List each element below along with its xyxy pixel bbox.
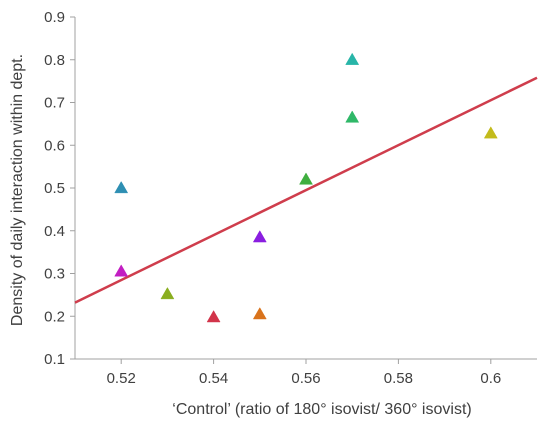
x-axis-title: ‘Control’ (ratio of 180° isovist/ 360° i… — [172, 401, 471, 418]
data-point-triangle — [114, 180, 129, 194]
fit-line — [74, 76, 538, 304]
data-point-triangle — [483, 126, 498, 139]
x-tick-label: 0.58 — [384, 370, 413, 387]
data-point-triangle — [160, 287, 175, 300]
y-tick-label: 0.3 — [44, 266, 65, 283]
data-point-triangle — [114, 264, 129, 277]
y-tick-label: 0.4 — [44, 223, 65, 240]
y-tick-label: 0.8 — [44, 52, 65, 69]
x-tick-label: 0.56 — [291, 370, 320, 387]
data-point-triangle — [206, 310, 221, 323]
data-point-triangle — [345, 110, 360, 123]
data-point-triangle — [345, 52, 360, 65]
y-tick-label: 0.7 — [44, 95, 65, 112]
x-tick-label: 0.54 — [199, 370, 228, 387]
y-tick-label: 0.2 — [44, 308, 65, 325]
y-tick-label: 0.5 — [44, 180, 65, 197]
data-point-triangle — [252, 230, 267, 243]
x-axis-ticks: 0.52 0.54 0.56 0.58 0.6 — [107, 359, 501, 387]
data-point-triangle — [299, 172, 313, 185]
plot-area-frame — [74, 17, 537, 360]
fit-line-group — [74, 76, 538, 304]
data-points — [114, 52, 498, 323]
x-tick-label: 0.52 — [107, 370, 136, 387]
y-axis-title: Density of daily interaction within dept… — [9, 54, 26, 326]
y-axis-ticks: 0.1 0.2 0.3 0.4 0.5 0.6 0.7 0.8 0.9 — [44, 9, 75, 368]
y-tick-label: 0.6 — [44, 137, 65, 154]
x-tick-label: 0.6 — [480, 370, 501, 387]
y-tick-label: 0.1 — [44, 351, 65, 368]
data-point-triangle — [252, 307, 267, 320]
y-tick-label: 0.9 — [44, 9, 65, 26]
